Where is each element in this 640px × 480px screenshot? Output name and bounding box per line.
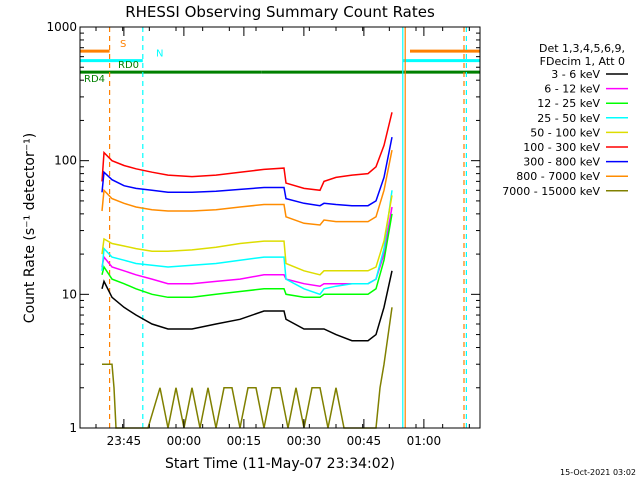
series-line xyxy=(101,112,393,192)
y-axis-title: Count Rate (s⁻¹ detector⁻¹) xyxy=(22,133,38,323)
legend-header: FDecim 1, Att 0 xyxy=(540,55,625,68)
legend-label: 50 - 100 keV xyxy=(530,126,600,139)
legend-label: 100 - 300 keV xyxy=(523,141,600,154)
x-tick-label: 00:15 xyxy=(227,434,262,448)
legend-header: Det 1,3,4,5,6,9, xyxy=(539,42,625,55)
x-tick-label: 00:30 xyxy=(287,434,322,448)
legend: Det 1,3,4,5,6,9,FDecim 1, Att 03 - 6 keV… xyxy=(502,42,628,198)
y-axis: 1 10 100 1000 xyxy=(46,20,480,435)
legend-label: 6 - 12 keV xyxy=(544,83,600,96)
series-line xyxy=(101,136,393,207)
legend-label: 300 - 800 keV xyxy=(523,156,600,169)
x-tick-label: 00:00 xyxy=(167,434,202,448)
legend-label: 7000 - 15000 keV xyxy=(502,185,600,198)
legend-label: 25 - 50 keV xyxy=(537,112,600,125)
y-tick-label: 1000 xyxy=(46,20,77,34)
footer-date: 15-Oct-2021 03:02 xyxy=(560,468,636,477)
series-line xyxy=(101,270,393,342)
series-line xyxy=(101,213,393,299)
legend-label: 12 - 25 keV xyxy=(537,97,600,110)
series-line xyxy=(101,195,393,276)
legend-label: 3 - 6 keV xyxy=(551,68,600,81)
legend-label: 800 - 7000 keV xyxy=(516,170,600,183)
plot-frame xyxy=(79,26,481,429)
series-line xyxy=(101,149,393,226)
state-bar-label: N xyxy=(156,49,163,60)
x-tick-label: 23:45 xyxy=(107,434,142,448)
x-tick-label: 01:00 xyxy=(407,434,442,448)
x-axis: 23:45 00:00 00:15 00:30 00:45 01:00 xyxy=(95,27,470,448)
vertical-markers xyxy=(108,27,467,428)
y-tick-label: 10 xyxy=(62,287,77,301)
x-axis-title: Start Time (11-May-07 23:34:02) xyxy=(165,456,395,472)
state-bars: S N RD0 RD4 xyxy=(80,39,480,85)
chart-title: RHESSI Observing Summary Count Rates xyxy=(125,3,435,21)
y-tick-label: 1 xyxy=(69,421,77,435)
series-line xyxy=(101,190,393,296)
state-bar-label: RD0 xyxy=(118,60,139,71)
y-tick-label: 100 xyxy=(54,154,77,168)
state-bar-label: S xyxy=(120,39,126,50)
x-tick-label: 00:45 xyxy=(347,434,382,448)
state-bar-label: RD4 xyxy=(84,74,105,85)
